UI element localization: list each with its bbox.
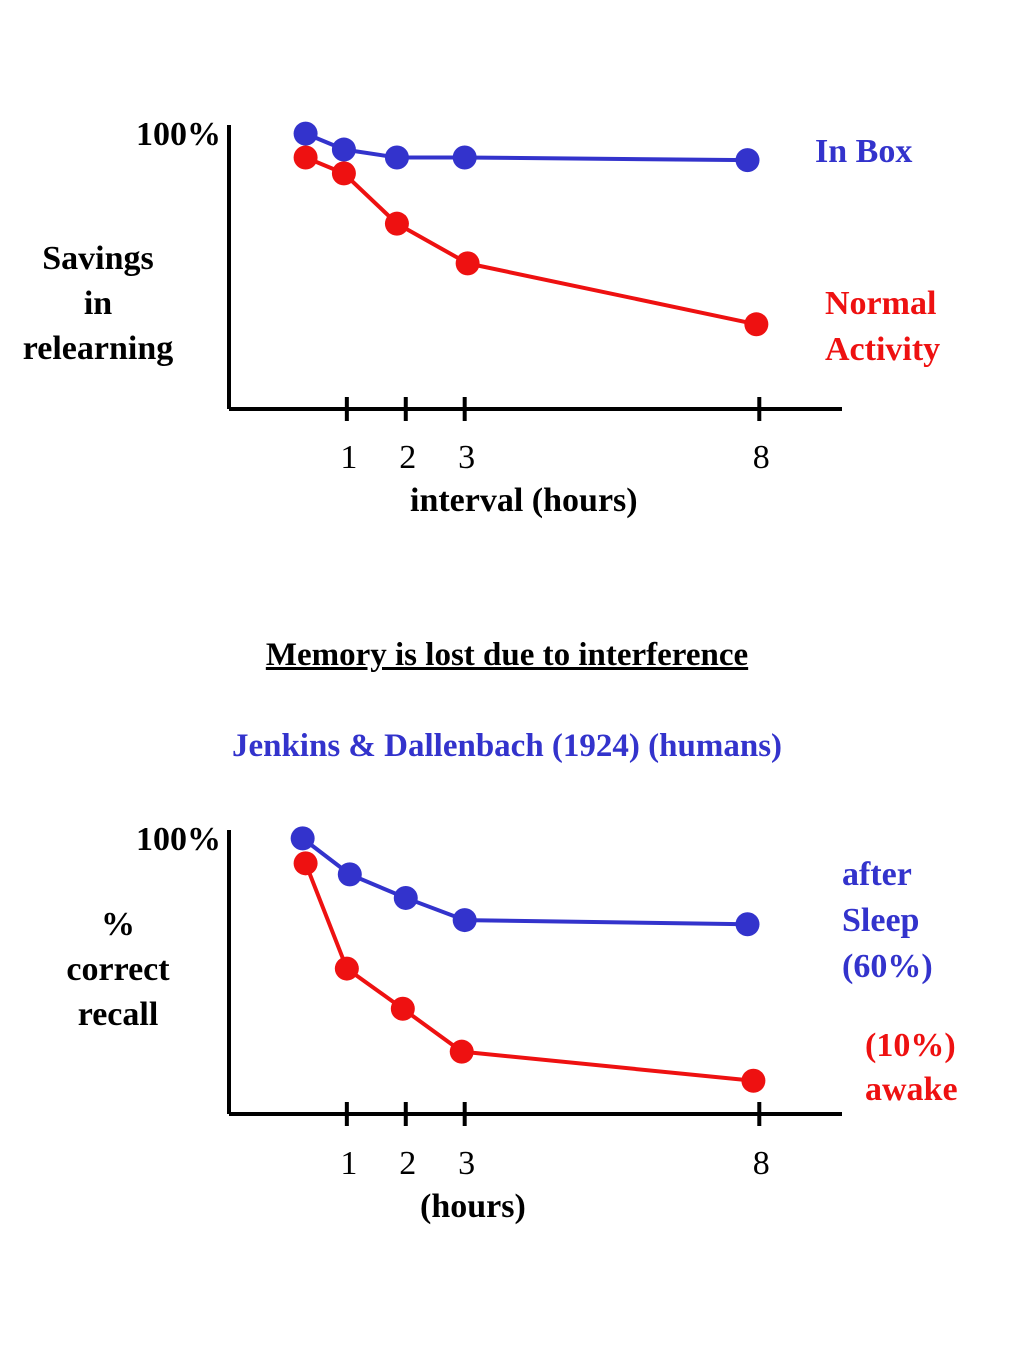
data-point bbox=[390, 996, 415, 1021]
data-point bbox=[331, 137, 356, 162]
x-tick-label: 3 bbox=[458, 439, 475, 476]
y-axis-label: Savings in relearning bbox=[0, 236, 196, 371]
y-tick-label: 100% bbox=[136, 821, 221, 858]
x-tick-label: 2 bbox=[399, 1145, 416, 1182]
citation-heading: Jenkins & Dallenbach (1924) (humans) bbox=[231, 728, 783, 764]
data-point bbox=[735, 148, 760, 173]
x-tick-label: 8 bbox=[753, 439, 770, 476]
x-tick-label: 1 bbox=[340, 1145, 357, 1182]
data-point bbox=[741, 1068, 766, 1093]
data-point bbox=[384, 211, 409, 236]
series-label-in-box: In Box bbox=[815, 129, 912, 175]
data-point bbox=[331, 161, 356, 186]
y-axis-label: % correct recall bbox=[20, 902, 216, 1037]
data-point bbox=[449, 1039, 474, 1064]
data-point bbox=[452, 908, 477, 933]
series-label-line: (60%) bbox=[842, 948, 933, 985]
data-point bbox=[393, 885, 418, 910]
series-label-after-sleep: after Sleep (60%) bbox=[842, 852, 933, 990]
y-axis-label-line: relearning bbox=[22, 330, 174, 367]
series-line bbox=[304, 155, 757, 327]
chart-recall: 1 2 3 8 100% bbox=[136, 821, 842, 1182]
data-point bbox=[334, 956, 359, 981]
series-line bbox=[301, 836, 748, 927]
y-axis-label-line: in bbox=[83, 285, 113, 322]
series-label-line: after bbox=[842, 856, 912, 893]
series-label-line: awake bbox=[865, 1071, 958, 1108]
series-line bbox=[304, 131, 748, 163]
y-axis-label-line: recall bbox=[77, 996, 159, 1033]
y-axis-label-line: % bbox=[101, 906, 135, 943]
data-point bbox=[293, 851, 318, 876]
data-point bbox=[744, 312, 769, 337]
series-label-line: Normal bbox=[825, 285, 937, 322]
series-label-line: Sleep bbox=[842, 902, 920, 939]
y-axis-label-line: correct bbox=[66, 951, 170, 988]
data-point bbox=[384, 145, 409, 170]
data-point bbox=[290, 826, 315, 851]
slide-heading-text: Memory is lost due to interference bbox=[265, 637, 749, 673]
data-point bbox=[452, 145, 477, 170]
y-axis-label-line: Savings bbox=[42, 240, 154, 277]
x-tick-label: 8 bbox=[753, 1145, 770, 1182]
y-tick-label: 100% bbox=[136, 116, 221, 153]
series-label-line: Activity bbox=[825, 331, 941, 368]
data-point bbox=[455, 251, 480, 276]
x-axis-label: interval (hours) bbox=[410, 482, 638, 519]
series-label-awake: (10%) awake bbox=[865, 1024, 958, 1112]
data-point bbox=[337, 862, 362, 887]
chart-savings: 1 2 3 8 100% bbox=[136, 116, 842, 476]
x-tick-label: 2 bbox=[399, 439, 416, 476]
series-line bbox=[303, 862, 754, 1083]
x-axis-label: (hours) bbox=[420, 1188, 526, 1225]
series-label-normal-activity: Normal Activity bbox=[825, 281, 940, 373]
slide-heading: Memory is lost due to interference bbox=[0, 637, 1014, 674]
data-point bbox=[293, 121, 318, 146]
x-tick-label: 1 bbox=[340, 439, 357, 476]
series-label-line: In Box bbox=[815, 133, 913, 170]
data-point bbox=[735, 912, 760, 937]
x-tick-label: 3 bbox=[458, 1145, 475, 1182]
data-point bbox=[293, 145, 318, 170]
series-label-line: (10%) bbox=[865, 1027, 956, 1064]
